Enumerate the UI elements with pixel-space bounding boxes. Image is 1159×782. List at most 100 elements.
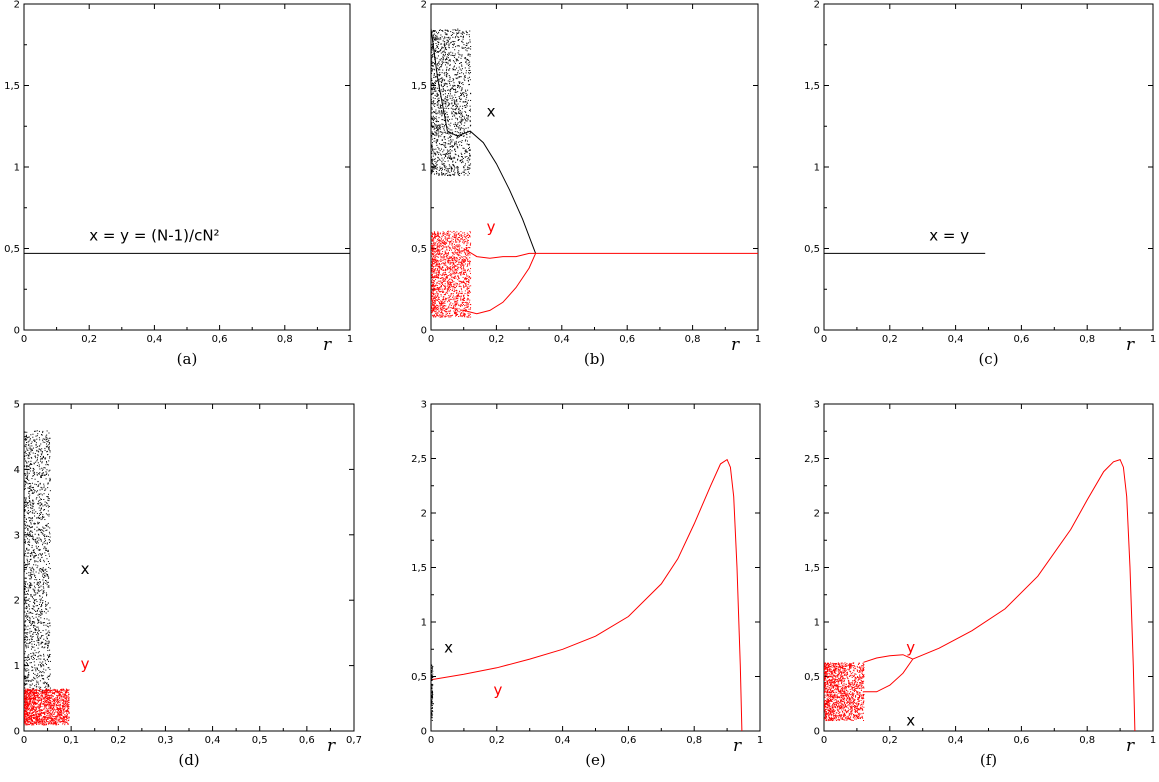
scatter-point (34, 698, 36, 700)
scatter-point (469, 39, 471, 41)
x-tick-label: 0,6 (1013, 334, 1029, 345)
scatter-point (464, 89, 466, 91)
scatter-point (446, 257, 448, 259)
scatter-point (30, 523, 32, 525)
scatter-point (456, 260, 458, 262)
scatter-point (463, 174, 465, 176)
scatter-point (455, 303, 457, 305)
scatter-point (437, 293, 439, 295)
scatter-point (33, 606, 35, 608)
scatter-point (37, 704, 39, 706)
scatter-point (45, 548, 47, 550)
scatter-point (26, 563, 28, 565)
scatter-point (436, 264, 438, 266)
scatter-point (452, 253, 454, 255)
scatter-point (24, 507, 26, 509)
scatter-point (455, 108, 457, 110)
scatter-point (43, 509, 45, 511)
scatter-point (27, 616, 29, 618)
scatter-point (30, 558, 32, 560)
scatter-point (432, 275, 434, 277)
scatter-point (457, 36, 459, 38)
scatter-point (24, 584, 26, 586)
scatter-point (454, 113, 456, 115)
scatter-point (36, 567, 38, 569)
scatter-point (446, 58, 448, 60)
scatter-point (463, 167, 465, 169)
scatter-point (444, 269, 446, 271)
scatter-point (452, 258, 454, 260)
scatter-point (465, 90, 467, 92)
scatter-point (436, 260, 438, 262)
scatter-point (470, 242, 472, 244)
scatter-point (32, 658, 34, 660)
scatter-point (49, 632, 51, 634)
scatter-point (459, 76, 461, 78)
scatter-point (444, 242, 446, 244)
scatter-point (47, 464, 49, 466)
scatter-point (441, 235, 443, 237)
scatter-point (432, 240, 434, 242)
scatter-point (457, 73, 459, 75)
scatter-point (33, 468, 35, 470)
scatter-point (26, 449, 28, 451)
scatter-point (441, 80, 443, 82)
scatter-point (438, 136, 440, 138)
scatter-point (447, 315, 449, 317)
scatter-point (453, 89, 455, 91)
scatter-point (31, 492, 33, 494)
scatter-point (434, 288, 436, 290)
scatter-point (45, 478, 47, 480)
scatter-point (454, 112, 456, 114)
scatter-point (457, 166, 459, 168)
scatter-point (31, 530, 33, 532)
scatter-point (447, 292, 449, 294)
scatter-point (459, 311, 461, 313)
scatter-point (445, 99, 447, 101)
scatter-point (438, 296, 440, 298)
scatter-point (441, 172, 443, 174)
scatter-point (464, 263, 466, 265)
scatter-point (467, 302, 469, 304)
scatter-point (453, 32, 455, 34)
scatter-point (466, 43, 468, 45)
scatter-point (46, 451, 48, 453)
scatter-point (36, 601, 38, 603)
scatter-point (467, 270, 469, 272)
scatter-point (25, 628, 27, 630)
scatter-point (438, 74, 440, 76)
scatter-point (38, 507, 40, 509)
scatter-point (431, 88, 433, 90)
scatter-point (461, 241, 463, 243)
x-tick-label: 0,2 (882, 334, 898, 345)
scatter-point (444, 59, 446, 61)
scatter-point (454, 62, 456, 64)
scatter-point (32, 536, 34, 538)
scatter-point (439, 280, 441, 282)
scatter-point (448, 150, 450, 152)
scatter-point (461, 247, 463, 249)
scatter-point (446, 99, 448, 101)
scatter-point (432, 248, 434, 250)
scatter-point (40, 450, 42, 452)
scatter-point (437, 232, 439, 234)
scatter-point (45, 690, 47, 692)
scatter-point (445, 246, 447, 248)
scatter-point (461, 263, 463, 265)
scatter-point (42, 468, 44, 470)
scatter-point (37, 433, 39, 435)
scatter-point (454, 88, 456, 90)
scatter-point (459, 272, 461, 274)
scatter-point (438, 240, 440, 242)
scatter-point (463, 128, 465, 130)
scatter-point (48, 531, 50, 533)
scatter-point (38, 707, 40, 709)
scatter-point (35, 511, 37, 513)
scatter-point (463, 147, 465, 149)
scatter-point (29, 453, 31, 455)
scatter-point (455, 292, 457, 294)
scatter-point (448, 235, 450, 237)
scatter-point (29, 535, 31, 537)
scatter-point (468, 173, 470, 175)
scatter-point (27, 664, 29, 666)
